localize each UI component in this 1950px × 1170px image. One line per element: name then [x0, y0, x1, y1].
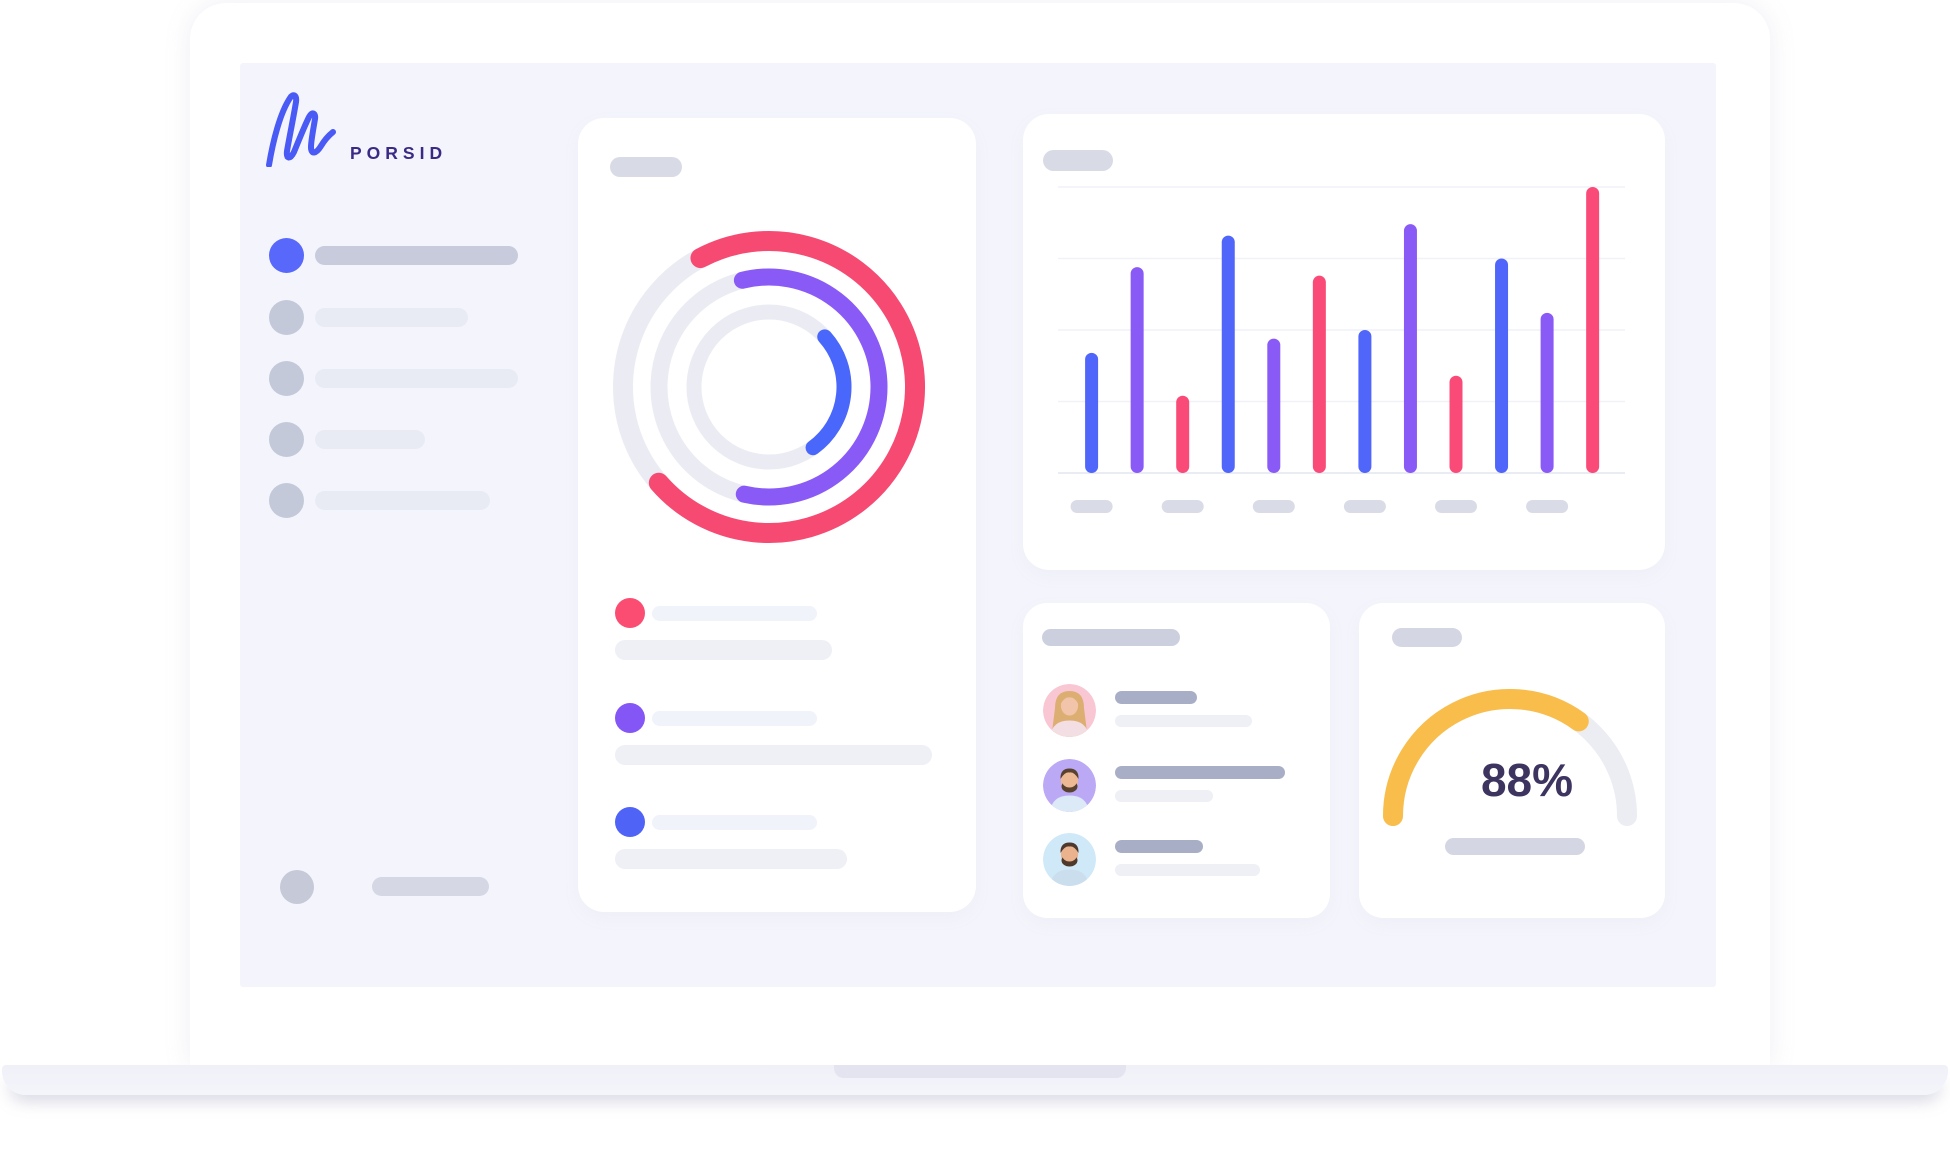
avatar-woman	[1043, 684, 1096, 737]
member-subtitle-skeleton	[1115, 790, 1213, 802]
sidebar-item-label-skeleton	[315, 308, 468, 327]
card-title-skeleton	[1042, 629, 1180, 646]
laptop-base-notch	[834, 1065, 1126, 1078]
sidebar-item-4[interactable]	[269, 422, 425, 457]
sidebar-item-label-skeleton	[315, 430, 425, 449]
bar-chart	[1058, 186, 1625, 513]
member-name-skeleton	[1115, 840, 1203, 853]
sidebar-item-dot	[269, 422, 304, 457]
legend-dot-blue	[615, 807, 645, 837]
sidebar-item-label-skeleton	[315, 246, 518, 265]
laptop-frame: PORSID	[190, 3, 1770, 1065]
member-subtitle-skeleton	[1115, 715, 1252, 727]
legend-value-skeleton	[615, 640, 832, 660]
legend-item-1	[615, 598, 832, 660]
bar-chart-card	[1023, 114, 1665, 570]
member-name-skeleton	[1115, 691, 1197, 704]
sidebar-item-2[interactable]	[269, 300, 468, 335]
sidebar-item-dot	[269, 238, 304, 273]
legend-label-skeleton	[652, 605, 817, 621]
brand-name: PORSID	[350, 143, 448, 163]
legend-label-skeleton	[652, 710, 817, 726]
legend-item-2	[615, 703, 932, 765]
gauge-value: 88%	[1480, 754, 1574, 806]
sidebar-item-dot	[269, 483, 304, 518]
card-title-skeleton	[1043, 150, 1113, 171]
sidebar-bottom-item[interactable]	[280, 869, 489, 904]
team-member-row	[1043, 833, 1260, 886]
team-card	[1023, 603, 1330, 918]
legend-value-skeleton	[615, 745, 932, 765]
avatar-man-beard	[1043, 833, 1096, 886]
card-title-skeleton	[610, 157, 682, 177]
sidebar-item-label-skeleton	[315, 369, 518, 388]
sidebar-bottom-dot	[280, 869, 314, 904]
sidebar-item-1[interactable]	[269, 238, 518, 273]
sidebar-item-3[interactable]	[269, 361, 518, 396]
legend-dot-purple	[615, 703, 645, 733]
legend-item-3	[615, 807, 847, 869]
activity-rings-card	[578, 118, 976, 912]
card-title-skeleton	[1392, 628, 1462, 647]
dashboard-screen: PORSID	[240, 63, 1716, 987]
sidebar-item-dot	[269, 361, 304, 396]
sidebar-item-5[interactable]	[269, 483, 490, 518]
donut-rings-chart	[613, 231, 925, 543]
laptop-base	[2, 1065, 1948, 1095]
legend-value-skeleton	[615, 849, 847, 869]
legend-dot-pink	[615, 598, 645, 628]
team-member-row	[1043, 684, 1252, 737]
member-name-skeleton	[1115, 766, 1285, 779]
sidebar-item-dot	[269, 300, 304, 335]
avatar-man	[1043, 759, 1096, 812]
logo: PORSID	[265, 91, 495, 171]
sidebar-bottom-label-skeleton	[372, 877, 489, 896]
score-gauge-card: 88%	[1359, 603, 1665, 918]
sidebar-item-label-skeleton	[315, 491, 490, 510]
team-member-row	[1043, 759, 1285, 812]
gauge-caption-skeleton	[1445, 838, 1585, 855]
legend-label-skeleton	[652, 814, 817, 830]
member-subtitle-skeleton	[1115, 864, 1260, 876]
logo-mark-icon	[266, 92, 336, 167]
